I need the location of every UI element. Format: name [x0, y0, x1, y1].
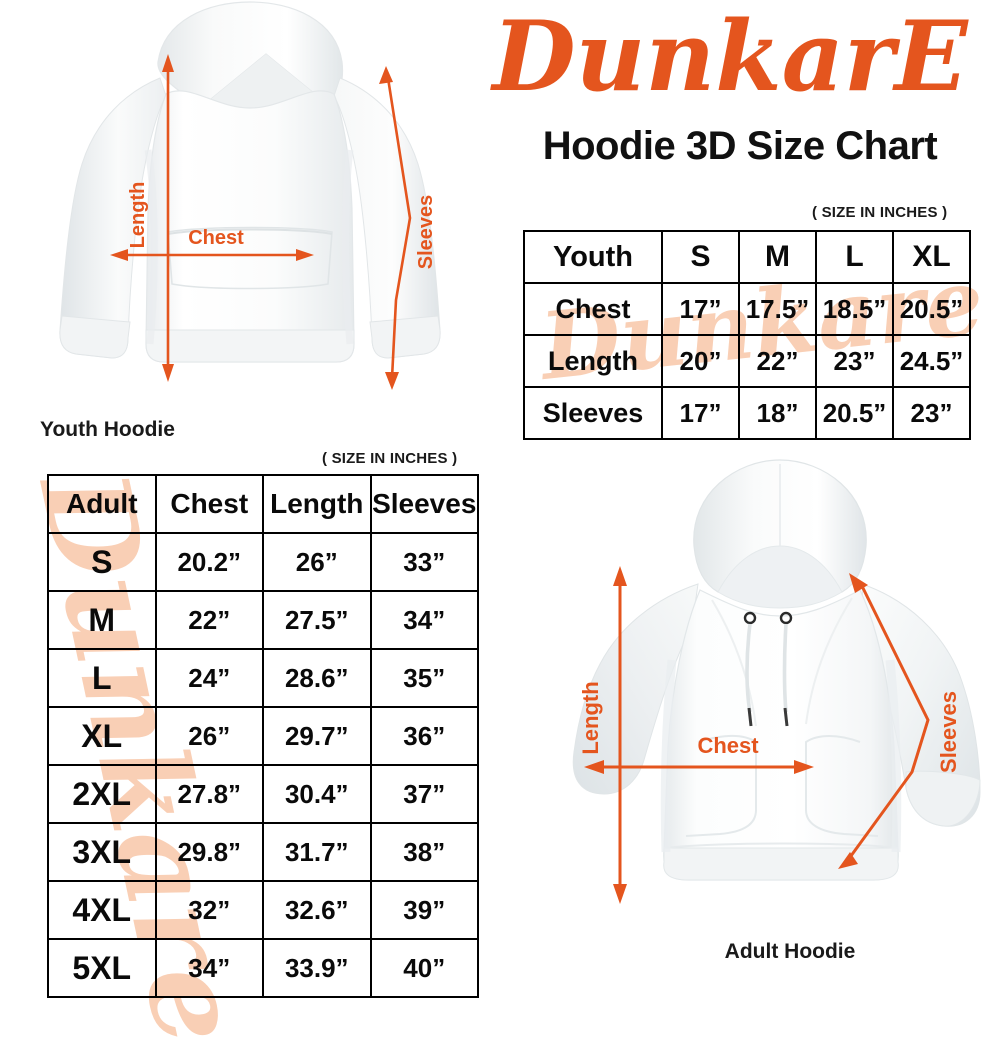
adult-length-s: 26”: [262, 532, 372, 592]
adult-size-2xl: 2XL: [47, 764, 157, 824]
adult-chest-s: 20.2”: [154, 532, 264, 592]
youth-size-col-l: L: [815, 230, 894, 284]
adult-col-length: Length: [262, 474, 372, 534]
adult-size-table-wrapper: Adult Chest Length Sleeves S 20.2” 26” 3…: [47, 474, 479, 998]
adult-chest-m: 22”: [154, 590, 264, 650]
adult-col-sleeves: Sleeves: [369, 474, 479, 534]
youth-size-col-s: S: [661, 230, 740, 284]
adult-length-label: Length: [578, 681, 603, 754]
youth-length-l: 23”: [815, 334, 894, 388]
youth-row-label-sleeves: Sleeves: [523, 386, 663, 440]
adult-size-m: M: [47, 590, 157, 650]
youth-length-s: 20”: [661, 334, 740, 388]
adult-length-3xl: 31.7”: [262, 822, 372, 882]
youth-table-corner-label: Youth: [523, 230, 663, 284]
adult-size-s: S: [47, 532, 157, 592]
table-row: Chest 17” 17.5” 18.5” 20.5”: [523, 282, 971, 336]
youth-chest-s: 17”: [661, 282, 740, 336]
brand-logo-text: DunkarE: [489, 6, 969, 113]
brand-logo: DunkarE: [470, 6, 990, 116]
adult-chest-4xl: 32”: [154, 880, 264, 940]
adult-chest-dimension: [584, 760, 814, 774]
adult-length-xl: 29.7”: [262, 706, 372, 766]
youth-hoodie-caption: Youth Hoodie: [40, 418, 175, 441]
youth-size-unit-note: ( SIZE IN INCHES ): [812, 204, 948, 221]
youth-sleeves-l: 20.5”: [815, 386, 894, 440]
youth-sleeves-xl: 23”: [892, 386, 971, 440]
adult-size-4xl: 4XL: [47, 880, 157, 940]
table-row: L 24” 28.6” 35”: [47, 648, 479, 708]
youth-length-m: 22”: [738, 334, 817, 388]
table-row: Sleeves 17” 18” 20.5” 23”: [523, 386, 971, 440]
adult-size-5xl: 5XL: [47, 938, 157, 998]
adult-length-5xl: 33.9”: [262, 938, 372, 998]
youth-chest-xl: 20.5”: [892, 282, 971, 336]
youth-chest-label: Chest: [188, 227, 244, 249]
table-row: S 20.2” 26” 33”: [47, 532, 479, 592]
table-row: 3XL 29.8” 31.7” 38”: [47, 822, 479, 882]
youth-hoodie-garment: [59, 1, 441, 363]
youth-sleeves-dimension: [379, 66, 412, 390]
adult-size-3xl: 3XL: [47, 822, 157, 882]
youth-length-dimension: [162, 54, 174, 382]
adult-sleeves-3xl: 38”: [369, 822, 479, 882]
table-row: XL 26” 29.7” 36”: [47, 706, 479, 766]
adult-table-corner-label: Adult: [47, 474, 157, 534]
youth-sleeves-s: 17”: [661, 386, 740, 440]
adult-chest-xl: 26”: [154, 706, 264, 766]
adult-sleeves-xl: 36”: [369, 706, 479, 766]
adult-chest-3xl: 29.8”: [154, 822, 264, 882]
adult-size-unit-note: ( SIZE IN INCHES ): [322, 450, 458, 467]
adult-hoodie-garment: [572, 459, 981, 881]
adult-sleeves-dimension: [838, 573, 930, 869]
adult-sleeves-label: Sleeves: [936, 691, 961, 773]
youth-sleeves-label: Sleeves: [415, 195, 437, 270]
adult-hoodie-illustration: Length Chest Sleeves: [560, 450, 1000, 930]
adult-col-chest: Chest: [154, 474, 264, 534]
youth-length-xl: 24.5”: [892, 334, 971, 388]
adult-sleeves-4xl: 39”: [369, 880, 479, 940]
youth-size-table-wrapper: Youth S M L XL Chest 17” 17.5” 18.5” 20.…: [523, 230, 971, 440]
youth-size-table: Youth S M L XL Chest 17” 17.5” 18.5” 20.…: [523, 230, 971, 440]
adult-length-2xl: 30.4”: [262, 764, 372, 824]
adult-sleeves-l: 35”: [369, 648, 479, 708]
table-row: 4XL 32” 32.6” 39”: [47, 880, 479, 940]
adult-length-4xl: 32.6”: [262, 880, 372, 940]
adult-size-table: Adult Chest Length Sleeves S 20.2” 26” 3…: [47, 474, 479, 998]
youth-size-col-m: M: [738, 230, 817, 284]
adult-length-l: 28.6”: [262, 648, 372, 708]
youth-chest-dimension: [110, 249, 314, 261]
youth-row-label-chest: Chest: [523, 282, 663, 336]
adult-sleeves-5xl: 40”: [369, 938, 479, 998]
adult-chest-l: 24”: [154, 648, 264, 708]
adult-sleeves-2xl: 37”: [369, 764, 479, 824]
table-row: M 22” 27.5” 34”: [47, 590, 479, 650]
adult-chest-label: Chest: [697, 733, 759, 758]
adult-length-dimension: [613, 566, 627, 904]
youth-hoodie-illustration: Length Chest Sleeves: [40, 0, 480, 410]
adult-sleeves-m: 34”: [369, 590, 479, 650]
adult-chest-2xl: 27.8”: [154, 764, 264, 824]
table-row: 5XL 34” 33.9” 40”: [47, 938, 479, 998]
adult-size-l: L: [47, 648, 157, 708]
youth-sleeves-m: 18”: [738, 386, 817, 440]
table-row-header: Adult Chest Length Sleeves: [47, 474, 479, 534]
adult-size-xl: XL: [47, 706, 157, 766]
youth-size-col-xl: XL: [892, 230, 971, 284]
youth-length-label: Length: [127, 182, 149, 249]
page-title: Hoodie 3D Size Chart: [542, 124, 938, 168]
adult-length-m: 27.5”: [262, 590, 372, 650]
table-row: Length 20” 22” 23” 24.5”: [523, 334, 971, 388]
table-row: 2XL 27.8” 30.4” 37”: [47, 764, 479, 824]
adult-chest-5xl: 34”: [154, 938, 264, 998]
table-row-header: Youth S M L XL: [523, 230, 971, 284]
youth-row-label-length: Length: [523, 334, 663, 388]
youth-chest-m: 17.5”: [738, 282, 817, 336]
youth-chest-l: 18.5”: [815, 282, 894, 336]
adult-hoodie-caption: Adult Hoodie: [724, 940, 856, 963]
adult-sleeves-s: 33”: [369, 532, 479, 592]
